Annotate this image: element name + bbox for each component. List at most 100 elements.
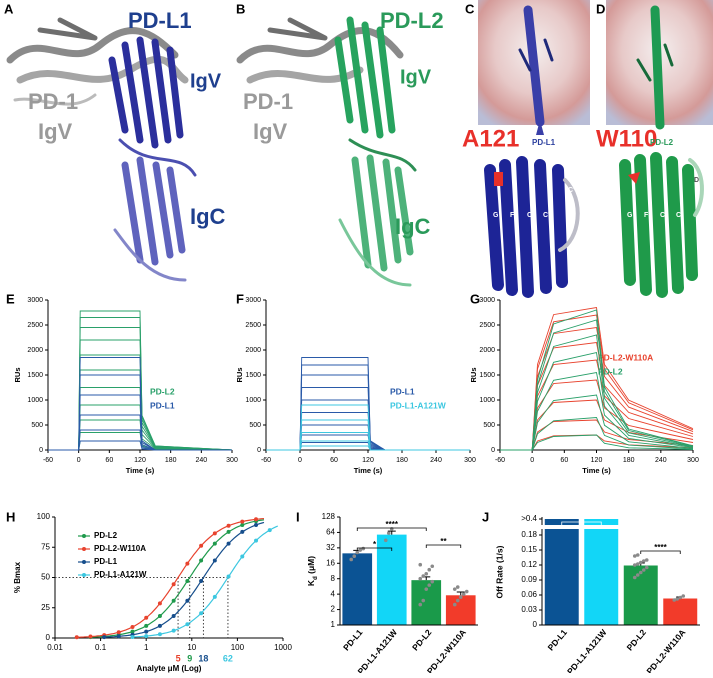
panel-letter: I	[296, 509, 300, 524]
data-point	[212, 558, 217, 563]
fit-curve	[104, 521, 265, 638]
legend-dot	[82, 547, 86, 551]
x-tick-label: -60	[261, 457, 271, 464]
replicate-point	[427, 583, 432, 587]
bar	[342, 553, 373, 625]
x-tick-label: 0.01	[47, 643, 63, 652]
replicate-point	[455, 598, 460, 603]
y-tick-label: 500	[31, 422, 43, 429]
data-point	[130, 635, 135, 640]
x-axis-label: Time (s)	[354, 466, 383, 475]
data-point	[74, 635, 79, 640]
replicate-point	[452, 602, 457, 607]
replicate-point	[635, 553, 640, 557]
data-point	[144, 634, 149, 639]
replicate-point	[644, 558, 649, 562]
significance-label: ****	[654, 543, 667, 552]
y-tick-label: 64	[326, 528, 335, 537]
replicate-point	[421, 598, 426, 603]
sensorgram-line	[500, 326, 694, 451]
y-tick-label: 0	[257, 447, 261, 454]
structure-label: C'	[543, 212, 550, 219]
y-tick-label: 0.03	[521, 605, 537, 614]
y-tick-label: 0	[39, 447, 43, 454]
replicate-point	[635, 573, 640, 577]
x-tick-label: 100	[231, 643, 245, 652]
legend-dot	[82, 534, 86, 538]
y-tick-label: 1500	[245, 372, 261, 379]
legend-label: PD-L1	[390, 386, 415, 396]
structure-label: C	[660, 212, 665, 219]
y-tick-label: 50	[41, 573, 50, 582]
sensorgram-line	[48, 404, 233, 451]
kd-label: 62	[223, 653, 233, 663]
structure-label: G	[493, 212, 499, 219]
structure-label: PD-1	[243, 89, 293, 114]
kd-label: 18	[198, 653, 208, 663]
y-tick-label: 1000	[479, 397, 495, 404]
y-tick-label: 2500	[27, 322, 43, 329]
replicate-point	[421, 574, 426, 578]
axis-break	[538, 525, 700, 529]
panel-letter: E	[6, 291, 15, 306]
x-tick-label: 0	[530, 457, 534, 464]
x-tick-label: 180	[396, 457, 408, 464]
bar	[445, 595, 476, 625]
x-tick-label: 0	[77, 457, 81, 464]
y-tick-label: >0.4	[521, 514, 537, 523]
structure-label: F	[644, 212, 649, 219]
data-point	[116, 630, 121, 635]
bar	[411, 580, 442, 625]
replicate-point	[675, 597, 680, 601]
y-tick-label: 1000	[27, 397, 43, 404]
bar	[584, 519, 619, 625]
panel-letter: J	[482, 509, 489, 524]
y-axis-label: RUs	[469, 367, 478, 382]
x-tick-label: PD-L2	[410, 627, 434, 652]
x-tick-label: 0	[298, 457, 302, 464]
y-tick-label: 2500	[245, 322, 261, 329]
y-axis-label: Kd (μM)	[306, 556, 318, 586]
replicate-point	[349, 557, 354, 562]
structure-label: PD-L1	[128, 8, 192, 33]
data-point	[254, 517, 259, 522]
replicate-point	[355, 550, 360, 555]
data-point	[212, 541, 217, 546]
replicate-point	[424, 587, 429, 591]
data-point	[199, 579, 204, 584]
replicate-point	[638, 570, 643, 575]
y-tick-label: 500	[483, 422, 495, 429]
panel-letter: G	[470, 291, 480, 306]
sensorgram-line	[266, 412, 470, 451]
legend-label: PD-L2-W110A	[94, 544, 146, 553]
replicate-point	[386, 531, 391, 535]
structure-label: IgC	[190, 204, 226, 229]
data-point	[226, 541, 231, 546]
y-tick-label: 0.18	[521, 530, 537, 539]
panel-letter: H	[6, 509, 15, 524]
replicate-point	[638, 560, 643, 565]
sensorgram-line	[500, 394, 694, 451]
y-tick-label: 16	[326, 558, 335, 567]
structure-label: G	[627, 212, 633, 219]
y-axis-label: Off Rate (1/s)	[494, 545, 504, 598]
legend-label: PD-L2	[598, 366, 623, 376]
data-point	[185, 622, 190, 627]
y-tick-label: 3000	[479, 297, 495, 304]
x-axis-label: Time (s)	[582, 466, 611, 475]
replicate-point	[458, 595, 463, 599]
data-point	[240, 519, 245, 524]
kd-label: 5	[176, 653, 181, 663]
data-point	[171, 613, 176, 618]
y-tick-label: 8	[331, 574, 336, 583]
significance-label: *	[373, 540, 377, 549]
x-tick-label: 300	[226, 457, 238, 464]
y-tick-label: 100	[37, 512, 51, 521]
structure-label: PD-L1	[532, 138, 556, 147]
x-tick-label: 120	[591, 457, 603, 464]
data-point	[130, 629, 135, 634]
data-point	[144, 629, 149, 634]
y-axis-label-part: K	[306, 579, 316, 586]
